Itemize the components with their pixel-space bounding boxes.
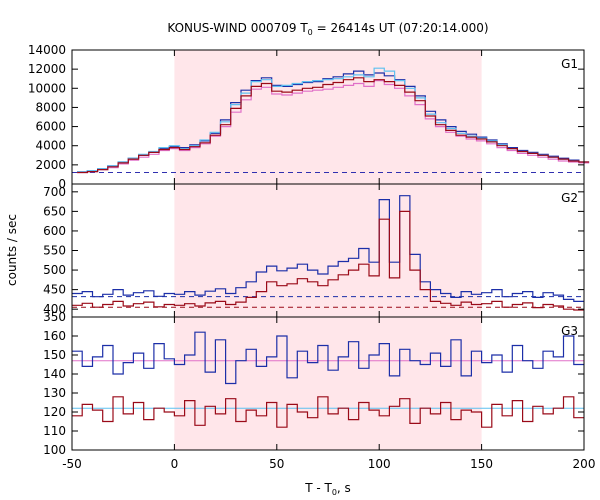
y-tick-label: 500 [43,263,66,277]
y-tick-label: 2000 [35,158,66,172]
y-tick-label: 14000 [28,43,66,57]
shaded-interval [174,317,482,450]
y-tick-label: 160 [43,329,66,343]
y-tick-label: 600 [43,224,66,238]
x-tick-label: 0 [171,457,179,471]
y-tick-label: 0 [58,177,66,191]
panel-g3: 100 110 120 130 140 150 160 350 G3 [43,310,585,457]
x-tick-label: 200 [573,457,596,471]
y-tick-label: 450 [43,283,66,297]
y-tick-label: 130 [43,386,66,400]
series-3-line [77,80,590,174]
shaded-interval [174,50,482,184]
panel-frame [71,316,585,451]
x-tick-label: -50 [62,457,82,471]
y-tick-label: 700 [43,185,66,199]
y-tick-label: 350 [43,310,66,324]
y-tick-label: 140 [43,367,66,381]
series-1-line [72,195,584,302]
series-2-line [72,210,584,311]
x-axis-label: T - T0, s [304,481,351,497]
series-1-line [72,331,584,385]
y-tick-label: 10000 [28,81,66,95]
y-tick-label: 6000 [35,120,66,134]
series-2-line [72,396,584,428]
y-tick-label: 8000 [35,100,66,114]
y-tick-label: 550 [43,244,66,258]
y-tick-label: 12000 [28,62,66,76]
y-tick-label: 100 [43,443,66,457]
x-tick-label: 100 [368,457,391,471]
panel-g2: 400 450 500 550 600 650 700 G2 [43,183,585,318]
y-tick-label: 4000 [35,139,66,153]
series-1-line [77,70,590,173]
chart-title: KONUS-WIND 000709 T0 = 26414s UT (07:20:… [167,21,488,37]
x-tick-label: 150 [470,457,493,471]
y-axis-label: counts / sec [5,214,19,286]
y-tick-label: 400 [43,302,66,316]
y-tick-label: 120 [43,405,66,419]
panels: 02000400060008000100001200014000G1400450… [28,43,596,471]
panel-label: G1 [561,57,578,71]
panel-label: G2 [561,191,578,205]
x-tick-label: 50 [269,457,284,471]
y-tick-label: 650 [43,204,66,218]
series-4-line [77,77,590,174]
panel-g1: 0 2000 4000 6000 8000 10000 12000 14000 G1 [28,43,590,191]
y-tick-label: 150 [43,348,66,362]
panel-label: G3 [561,324,578,338]
series-2-line [77,67,590,173]
y-tick-label: 110 [43,424,66,438]
